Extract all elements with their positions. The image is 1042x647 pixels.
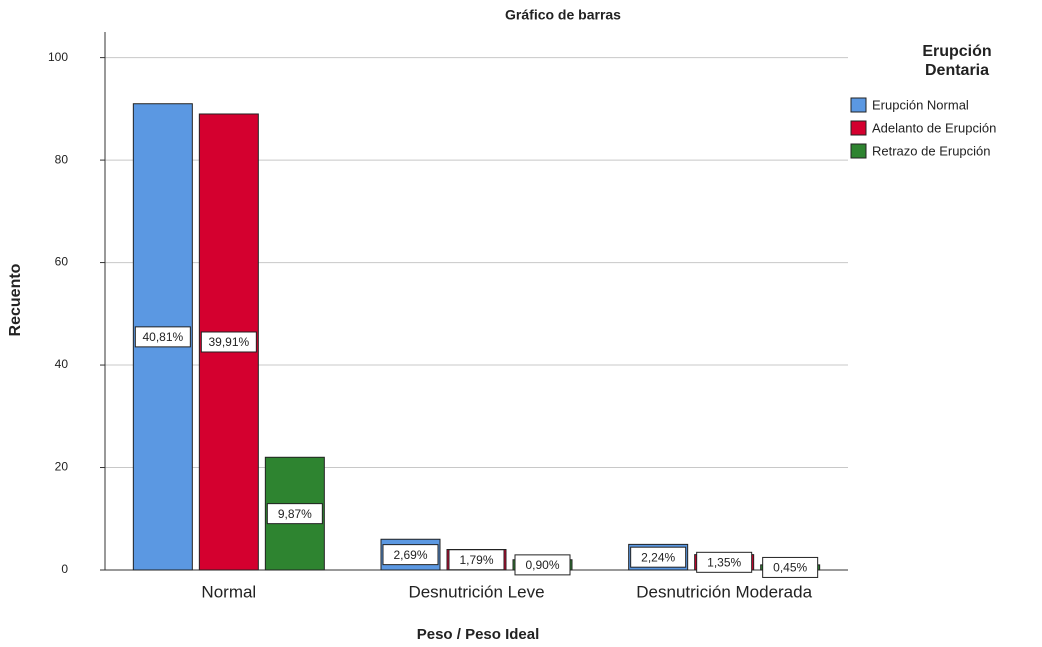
- x-axis-label: Peso / Peso Ideal: [417, 626, 540, 643]
- data-label: 0,45%: [773, 561, 807, 575]
- data-label: 39,91%: [208, 335, 249, 349]
- y-tick-label: 0: [61, 562, 68, 576]
- data-label: 1,35%: [707, 555, 741, 569]
- y-axis-label: Recuento: [7, 263, 24, 336]
- legend-swatch: [850, 97, 867, 113]
- data-label-box: [134, 326, 191, 348]
- data-label: 2,69%: [393, 548, 427, 562]
- data-label-box: [762, 556, 819, 578]
- legend-title: Erupción Dentaria: [922, 43, 992, 79]
- legend-label: Retrazo de Erupción: [872, 143, 991, 158]
- data-label-box: [382, 544, 439, 566]
- legend-swatch: [850, 143, 867, 159]
- data-label-box: [448, 549, 505, 571]
- data-label: 0,90%: [525, 558, 559, 572]
- data-label-box: [266, 503, 323, 525]
- legend-label: Adelanto de Erupción: [872, 120, 996, 135]
- data-label: 40,81%: [142, 330, 183, 344]
- legend-label: Erupción Normal: [872, 97, 969, 112]
- data-label: 2,24%: [641, 550, 675, 564]
- data-label: 1,79%: [459, 553, 493, 567]
- data-label-box: [514, 554, 571, 576]
- legend-swatch: [850, 120, 867, 136]
- chart-title: Gráfico de barras: [505, 7, 621, 23]
- y-tick-label: 100: [48, 50, 68, 64]
- y-tick-label: 60: [55, 255, 69, 269]
- x-tick-label: Desnutrición Leve: [408, 582, 544, 601]
- data-label-box: [200, 331, 257, 353]
- x-tick-label: Desnutrición Moderada: [636, 582, 812, 601]
- data-label-box: [630, 546, 687, 568]
- y-tick-label: 80: [55, 152, 69, 166]
- data-label: 9,87%: [278, 507, 312, 521]
- data-label-box: [696, 551, 753, 573]
- x-tick-label: Normal: [201, 582, 256, 601]
- y-tick-label: 40: [55, 357, 69, 371]
- y-tick-label: 20: [55, 460, 69, 474]
